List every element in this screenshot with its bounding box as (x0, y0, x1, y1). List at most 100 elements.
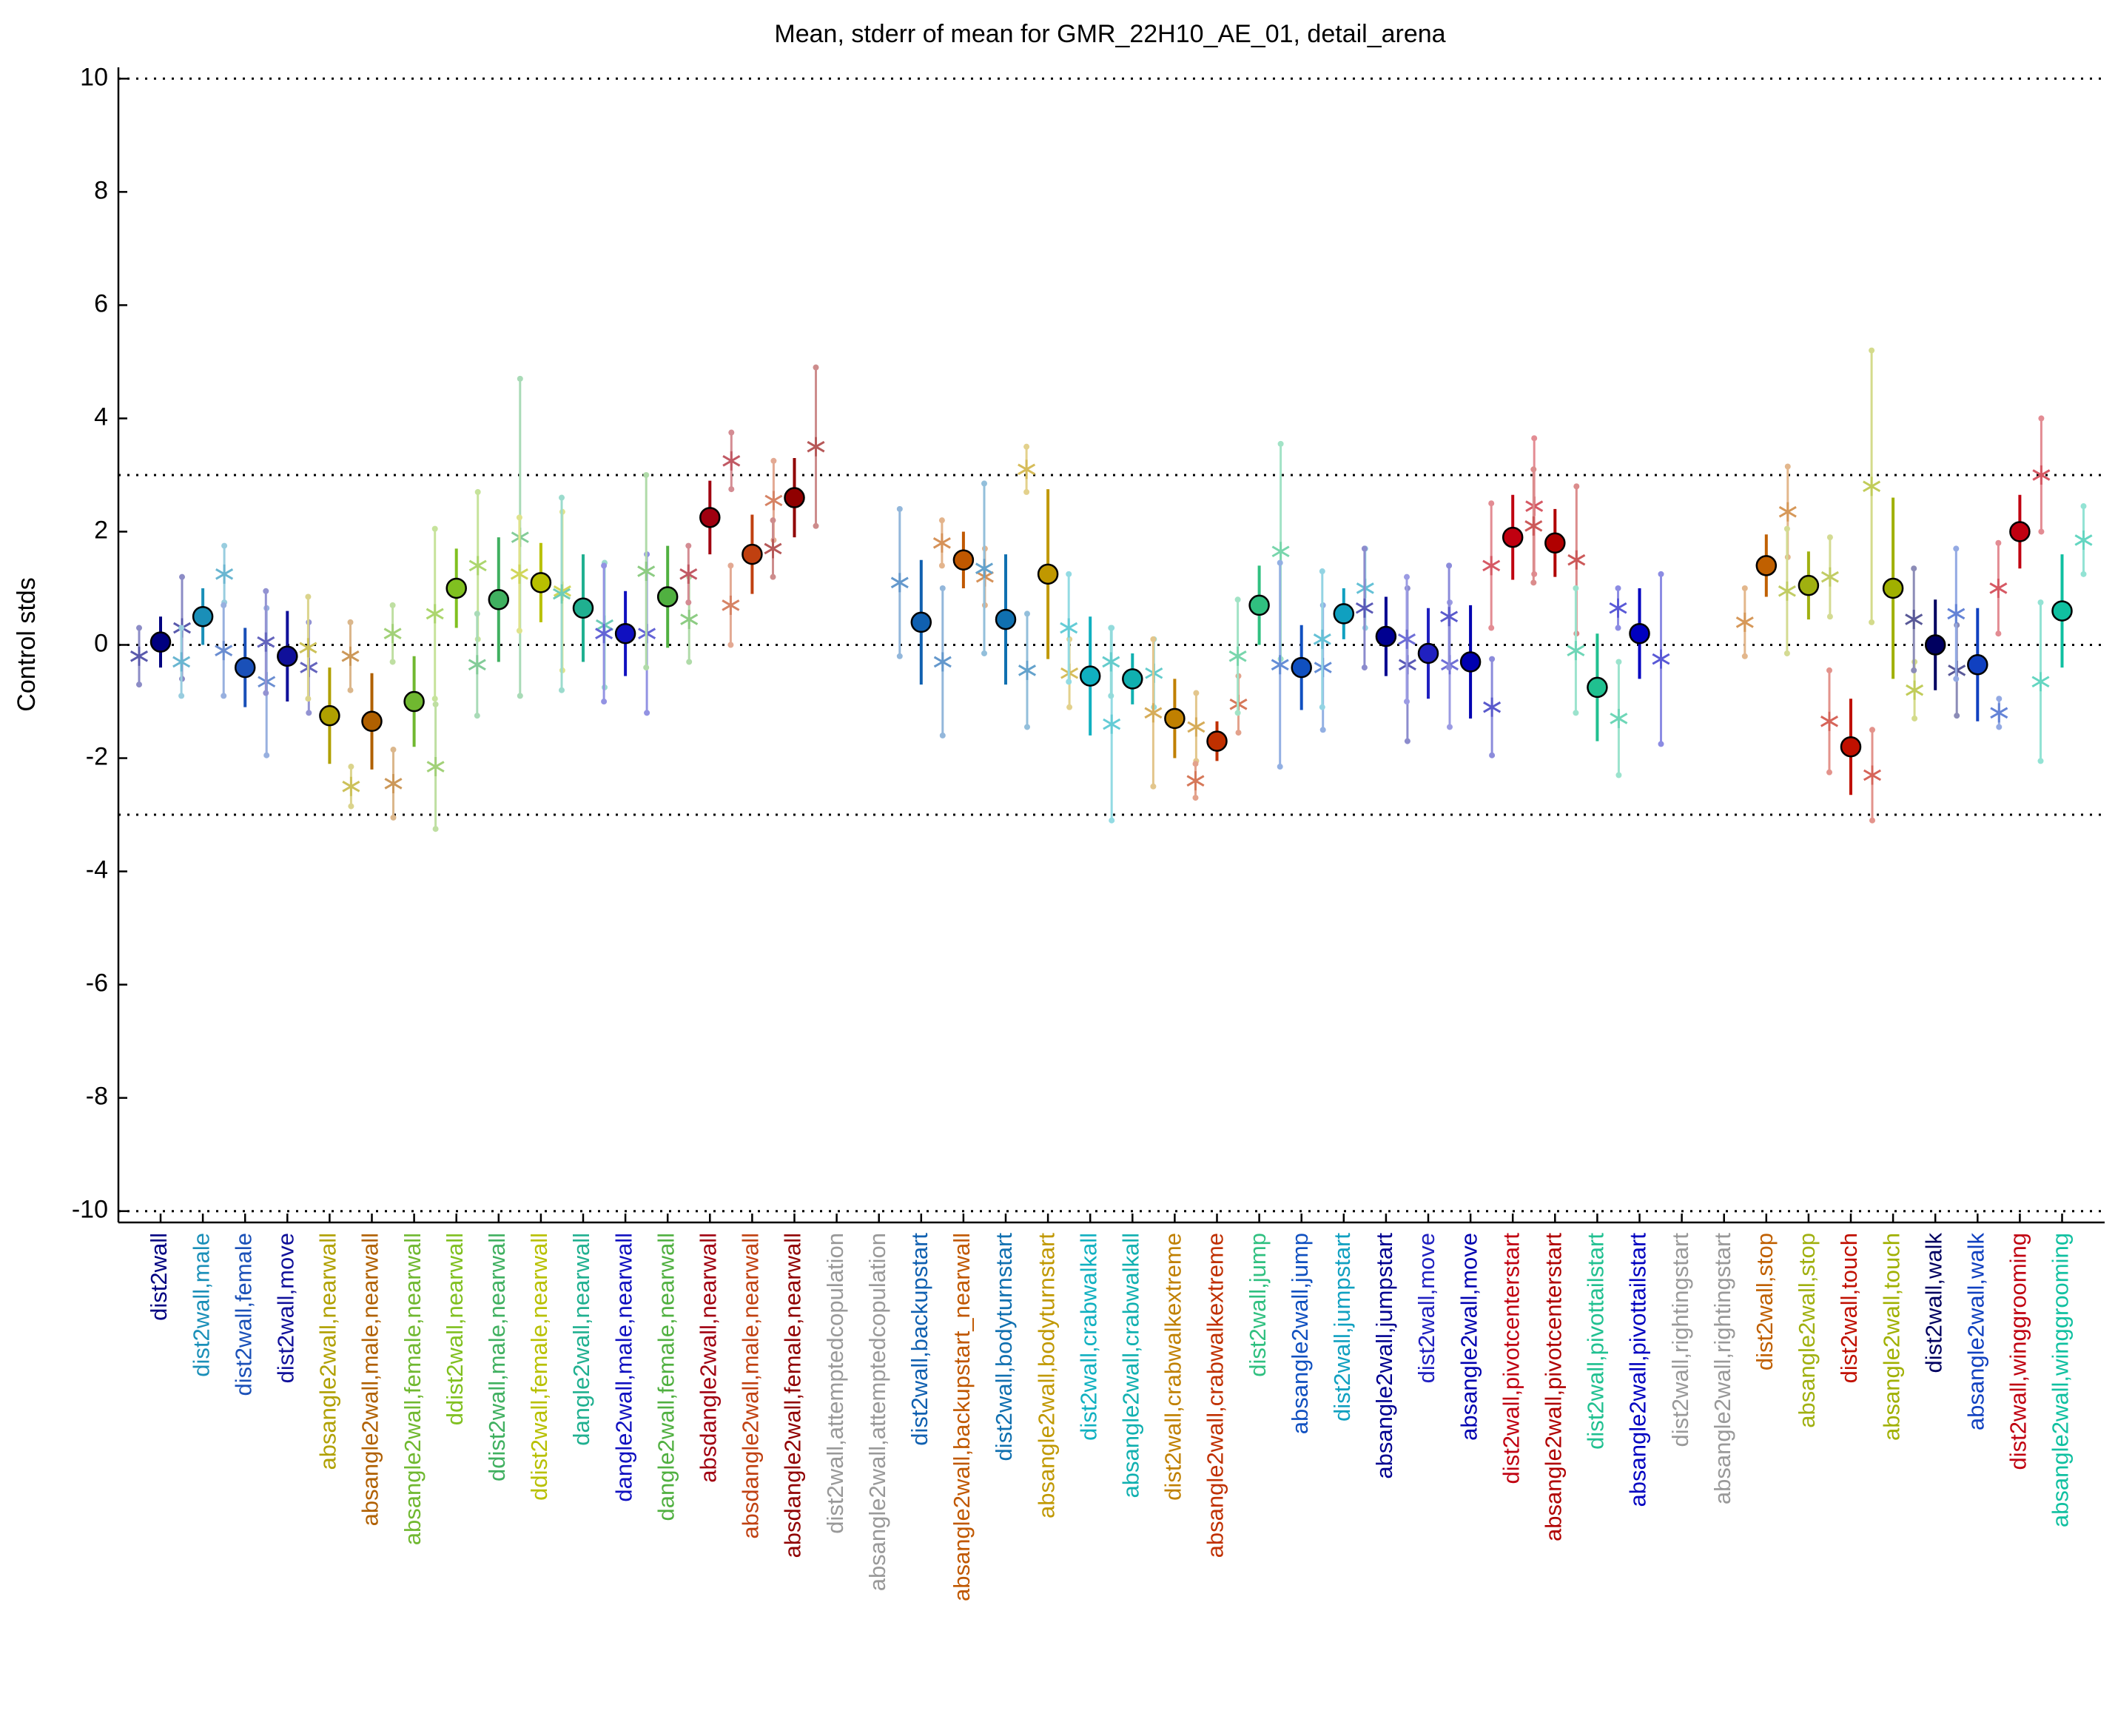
x-tick-label: dangle2wall,female,nearwall (653, 1233, 679, 1521)
star-error-cap (601, 562, 608, 569)
star-error-cap (1995, 630, 2002, 637)
mean-marker (1587, 676, 1608, 699)
x-tick-label: absdangle2wall,nearwall (695, 1233, 721, 1483)
star-error-cap (1658, 571, 1664, 577)
star-error-cap (1615, 625, 1621, 631)
star-error-cap (1531, 435, 1538, 442)
mean-marker (656, 586, 679, 608)
star-stroke (341, 650, 360, 662)
star-marker (933, 652, 952, 672)
star-stroke (510, 568, 528, 580)
star-marker (975, 559, 994, 579)
star-error-cap (1024, 724, 1030, 730)
mean-marker (910, 611, 932, 633)
star-marker (1271, 655, 1289, 675)
star-marker (595, 624, 613, 644)
star-error-cap (1615, 772, 1622, 778)
star-error-cap (643, 665, 650, 671)
star-error-cap (1615, 585, 1621, 591)
star-error-cap (516, 628, 522, 634)
star-error-cap (517, 693, 523, 699)
star-stroke (890, 576, 909, 589)
star-stroke (1102, 656, 1120, 668)
star-marker (426, 604, 444, 624)
y-tick-label: 2 (94, 516, 108, 544)
x-tick-label: dist2wall,crabwalkall (1075, 1233, 1101, 1441)
star-stroke (1820, 716, 1839, 727)
star-stroke (384, 778, 403, 790)
star-marker (2074, 530, 2093, 550)
mean-marker (572, 597, 594, 619)
star-marker (680, 610, 699, 630)
mean-marker (1924, 634, 1946, 656)
star-error-cap (1869, 727, 1875, 733)
star-marker (1567, 550, 1586, 570)
star-error-cap (1530, 579, 1537, 586)
star-error-cap (896, 653, 903, 659)
star-stroke (1483, 701, 1502, 713)
x-tick-label: dangle2wall,nearwall (568, 1233, 594, 1446)
y-tick-label: -8 (86, 1083, 108, 1111)
star-error-cap (1996, 696, 2003, 702)
star-error-cap (179, 573, 185, 580)
star-error-cap (981, 480, 987, 487)
star-error-cap (1108, 625, 1114, 631)
star-error-cap (1404, 573, 1410, 580)
star-error-cap (727, 562, 734, 569)
star-error-cap (221, 542, 228, 549)
x-tick-label: absangle2wall,backupstart_nearwall (949, 1233, 975, 1601)
star-error-cap (263, 690, 269, 696)
star-marker (341, 646, 360, 666)
mean-marker (1037, 563, 1059, 585)
mean-marker (1755, 555, 1778, 576)
star-error-cap (1783, 650, 1790, 656)
star-error-cap (1783, 525, 1790, 532)
star-marker (722, 595, 740, 615)
star-error-cap (938, 517, 945, 524)
mean-marker (614, 622, 636, 645)
star-marker (1989, 578, 2008, 598)
star-stroke (1905, 613, 1923, 625)
star-error-cap (1530, 466, 1537, 473)
star-error-cap (686, 659, 693, 665)
mean-marker (1333, 603, 1355, 625)
star-marker (1820, 567, 1839, 587)
star-stroke (595, 628, 613, 639)
star-error-cap (1319, 568, 1325, 575)
star-marker (257, 632, 275, 652)
star-stroke (1652, 653, 1670, 665)
star-stroke (426, 761, 445, 773)
mean-marker (192, 605, 214, 628)
star-stroke (342, 781, 360, 793)
star-stroke (807, 440, 825, 453)
x-tick-label: absangle2wall,male,nearwall (357, 1233, 383, 1526)
chart-title: Mean, stderr of mean for GMR_22H10_AE_01… (774, 20, 1445, 48)
star-marker (1567, 641, 1585, 661)
star-error-cap (1741, 585, 1748, 591)
star-error-cap (390, 814, 397, 821)
star-stroke (468, 559, 487, 572)
star-error-cap (1024, 610, 1030, 617)
star-error-cap (305, 593, 312, 600)
star-error-cap (1193, 690, 1200, 696)
star-marker (807, 437, 825, 457)
star-stroke (2032, 469, 2051, 481)
star-marker (1018, 460, 1036, 480)
star-error-cap (896, 505, 903, 512)
star-error-cap (1488, 500, 1495, 507)
x-tick-label: absdangle2wall,male,nearwall (738, 1233, 764, 1539)
y-tick-label: -4 (86, 856, 108, 884)
star-error-cap (1361, 665, 1368, 671)
star-marker (1905, 610, 1923, 630)
star-stroke (1144, 707, 1163, 719)
y-tick-label: 10 (80, 63, 108, 91)
star-marker (679, 564, 698, 584)
star-marker (1397, 629, 1416, 649)
star-stroke (1313, 633, 1331, 645)
star-error-cap (516, 514, 522, 521)
mean-marker (952, 549, 975, 571)
x-tick-label: absangle2wall,attemptedcopulation (864, 1233, 890, 1591)
star-error-cap (1192, 795, 1199, 801)
star-error-cap (1573, 483, 1580, 490)
